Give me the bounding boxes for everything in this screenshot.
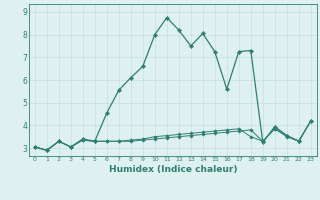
X-axis label: Humidex (Indice chaleur): Humidex (Indice chaleur) [108,165,237,174]
